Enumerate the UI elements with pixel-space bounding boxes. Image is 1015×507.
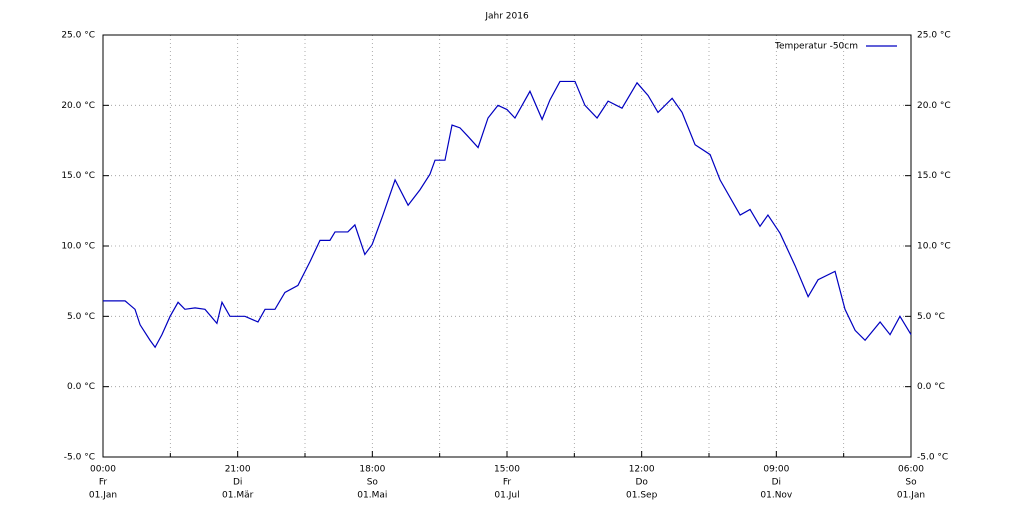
- x-tick-label: So: [905, 478, 917, 488]
- y2-tick-label: 0.0 °C: [917, 382, 945, 392]
- x-tick-label: 01.Jan: [89, 491, 117, 501]
- x-tick-label: 06:00: [898, 465, 924, 475]
- y-tick-label: 15.0 °C: [61, 171, 95, 181]
- y-tick-label: 0.0 °C: [67, 382, 95, 392]
- x-tick-label: 01.Nov: [760, 491, 793, 501]
- y2-tick-label: -5.0 °C: [917, 453, 948, 463]
- y2-tick-label: 15.0 °C: [917, 171, 951, 181]
- x-tick-label: Di: [772, 478, 781, 488]
- x-tick-label: Fr: [503, 478, 512, 488]
- legend-label: Temperatur -50cm: [774, 42, 858, 52]
- x-tick-label: 09:00: [763, 465, 789, 475]
- y2-tick-label: 20.0 °C: [917, 101, 951, 111]
- x-tick-label: 21:00: [225, 465, 251, 475]
- x-tick-label: Fr: [99, 478, 108, 488]
- x-tick-label: 18:00: [359, 465, 385, 475]
- x-tick-label: 01.Mai: [357, 491, 387, 501]
- y-tick-label: 10.0 °C: [61, 242, 95, 252]
- x-tick-label: Di: [233, 478, 242, 488]
- y-tick-label: 25.0 °C: [61, 31, 95, 41]
- x-tick-label: 00:00: [90, 465, 116, 475]
- plot-border: [102, 34, 912, 458]
- data-line: [103, 80, 912, 349]
- chart-title: Jahr 2016: [484, 12, 529, 22]
- x-tick-label: So: [367, 478, 379, 488]
- x-tick-label: 01.Mär: [222, 491, 254, 501]
- x-tick-label: Do: [635, 478, 648, 488]
- y-tick-label: 5.0 °C: [67, 312, 95, 322]
- x-tick-label: 15:00: [494, 465, 520, 475]
- y2-tick-label: 10.0 °C: [917, 242, 951, 252]
- x-tick-label: 01.Jan: [897, 491, 925, 501]
- y2-tick-label: 5.0 °C: [917, 312, 945, 322]
- x-tick-label: 01.Sep: [626, 491, 658, 501]
- y2-tick-label: 25.0 °C: [917, 31, 951, 41]
- y-tick-label: -5.0 °C: [64, 453, 95, 463]
- y-tick-label: 20.0 °C: [61, 101, 95, 111]
- x-tick-label: 01.Jul: [494, 491, 519, 501]
- x-tick-label: 12:00: [629, 465, 655, 475]
